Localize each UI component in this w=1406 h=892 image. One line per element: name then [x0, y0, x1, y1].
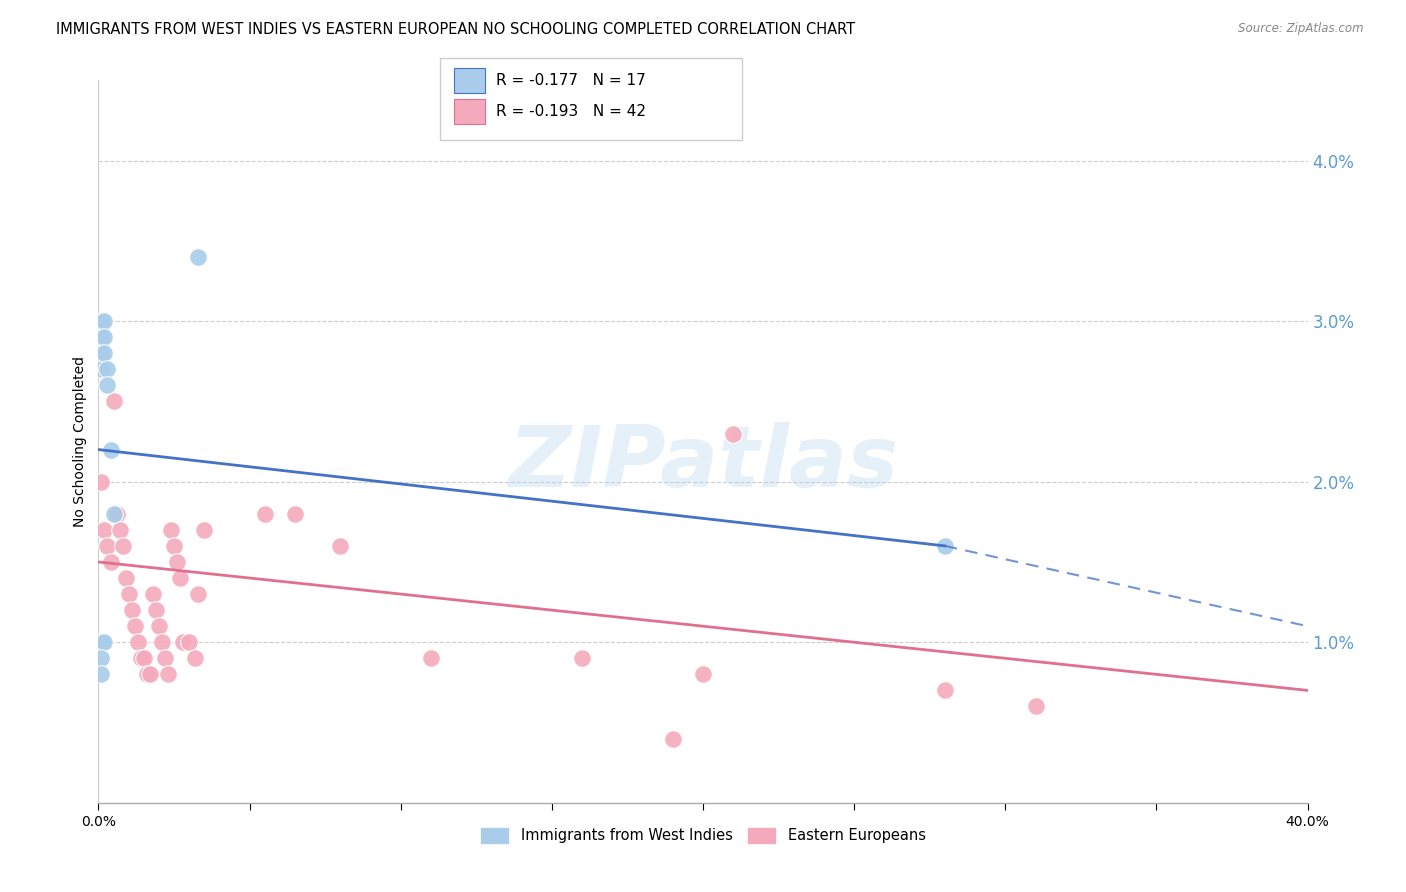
Point — [934, 539, 956, 553]
Point — [193, 523, 215, 537]
Point — [93, 635, 115, 649]
Point — [692, 667, 714, 681]
Point — [142, 587, 165, 601]
Point — [661, 731, 683, 746]
Point — [90, 651, 112, 665]
Point — [172, 635, 194, 649]
Text: IMMIGRANTS FROM WEST INDIES VS EASTERN EUROPEAN NO SCHOOLING COMPLETED CORRELATI: IMMIGRANTS FROM WEST INDIES VS EASTERN E… — [56, 22, 855, 37]
Point — [105, 507, 128, 521]
Point — [96, 539, 118, 553]
Point — [184, 651, 207, 665]
Point — [139, 667, 162, 681]
Point — [127, 635, 149, 649]
Text: ZIPatlas: ZIPatlas — [508, 422, 898, 505]
Point — [156, 667, 179, 681]
Point — [93, 314, 115, 328]
Point — [129, 651, 152, 665]
Point — [124, 619, 146, 633]
Point — [90, 635, 112, 649]
Point — [108, 523, 131, 537]
Point — [187, 250, 209, 264]
Point — [723, 426, 745, 441]
Point — [111, 539, 134, 553]
Point — [100, 555, 122, 569]
Point — [135, 667, 157, 681]
Point — [90, 667, 112, 681]
Point — [179, 635, 201, 649]
Point — [153, 651, 176, 665]
Point — [93, 523, 115, 537]
Point — [90, 475, 112, 489]
Point — [103, 507, 125, 521]
Point — [150, 635, 173, 649]
Point — [96, 378, 118, 392]
Legend: Immigrants from West Indies, Eastern Europeans: Immigrants from West Indies, Eastern Eur… — [474, 822, 932, 850]
Point — [90, 330, 112, 344]
Point — [420, 651, 443, 665]
Point — [93, 346, 115, 360]
Point — [163, 539, 186, 553]
Point — [90, 362, 112, 376]
Point — [284, 507, 307, 521]
Point — [187, 587, 209, 601]
Point — [96, 362, 118, 376]
Point — [132, 651, 155, 665]
Point — [329, 539, 352, 553]
Text: R = -0.177   N = 17: R = -0.177 N = 17 — [496, 73, 647, 87]
Point — [253, 507, 276, 521]
Y-axis label: No Schooling Completed: No Schooling Completed — [73, 356, 87, 527]
Point — [93, 330, 115, 344]
Point — [934, 683, 956, 698]
Point — [148, 619, 170, 633]
Text: Source: ZipAtlas.com: Source: ZipAtlas.com — [1239, 22, 1364, 36]
Point — [145, 603, 167, 617]
Point — [169, 571, 191, 585]
Point — [160, 523, 183, 537]
Point — [100, 442, 122, 457]
Point — [121, 603, 143, 617]
Point — [103, 394, 125, 409]
Point — [114, 571, 136, 585]
Point — [90, 346, 112, 360]
Point — [166, 555, 188, 569]
Point — [118, 587, 141, 601]
Text: R = -0.193   N = 42: R = -0.193 N = 42 — [496, 104, 647, 119]
Point — [1024, 699, 1046, 714]
Point — [90, 314, 112, 328]
Point — [571, 651, 593, 665]
